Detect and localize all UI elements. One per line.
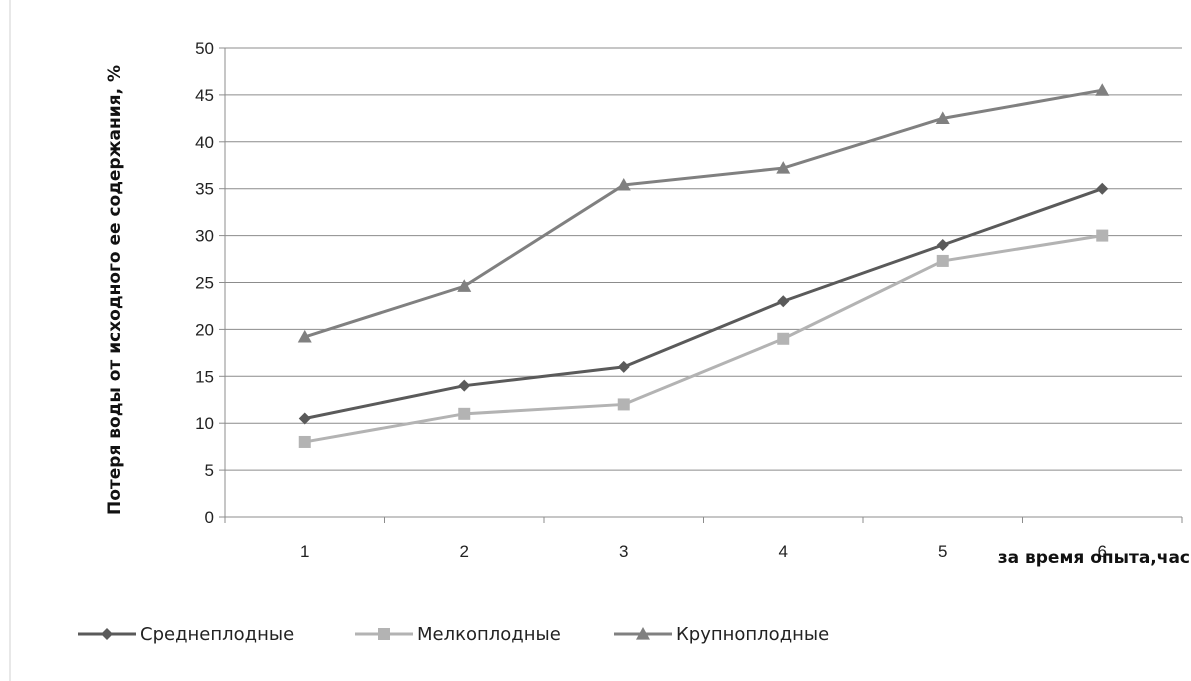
y-tick-label: 25 bbox=[195, 274, 214, 293]
series-line bbox=[304, 88, 1103, 339]
data-point bbox=[617, 360, 630, 373]
data-point bbox=[936, 254, 949, 267]
legend-label: Среднеплодные bbox=[140, 624, 294, 645]
y-tick-label: 45 bbox=[195, 86, 214, 105]
data-point bbox=[617, 398, 630, 411]
data-point bbox=[457, 279, 472, 292]
data-point bbox=[458, 379, 471, 392]
y-tick-label: 50 bbox=[195, 39, 214, 58]
y-tick-label: 10 bbox=[195, 414, 214, 433]
y-tick-label: 40 bbox=[195, 133, 214, 152]
data-point bbox=[777, 295, 790, 308]
y-tick-label: 0 bbox=[205, 508, 214, 527]
x-tick-label: 6 bbox=[1098, 542, 1107, 561]
series-line bbox=[304, 187, 1103, 420]
grid bbox=[225, 47, 1182, 471]
legend-label: Мелкоплодные bbox=[417, 624, 561, 645]
y-tick-label: 15 bbox=[195, 367, 214, 386]
legend-item: Среднеплодные bbox=[78, 624, 294, 645]
data-point bbox=[776, 161, 791, 174]
x-tick-label: 4 bbox=[779, 542, 788, 561]
data-point bbox=[1096, 229, 1109, 242]
data-point bbox=[936, 238, 949, 251]
legend-item: Мелкоплодные bbox=[355, 624, 561, 645]
data-point bbox=[1096, 182, 1109, 195]
x-tick-label: 1 bbox=[300, 542, 309, 561]
x-tick-label: 3 bbox=[619, 542, 628, 561]
legend-marker bbox=[101, 628, 113, 640]
series-line bbox=[304, 234, 1103, 444]
series-3 bbox=[297, 83, 1110, 343]
y-tick-label: 5 bbox=[205, 461, 214, 480]
data-point bbox=[616, 177, 631, 191]
data-point bbox=[297, 329, 312, 343]
data-point bbox=[458, 407, 471, 420]
data-point bbox=[298, 412, 311, 425]
y-tick-label: 20 bbox=[195, 320, 214, 339]
series-1 bbox=[298, 182, 1109, 425]
legend-label: Крупноплодные bbox=[676, 624, 829, 645]
y-axis-title: Потеря воды от исходного ее содержания, … bbox=[105, 65, 125, 515]
y-tick-label: 30 bbox=[195, 227, 214, 246]
data-point bbox=[298, 435, 311, 448]
legend-item: Крупноплодные bbox=[614, 624, 829, 645]
data-point bbox=[777, 332, 790, 345]
y-tick-label: 35 bbox=[195, 180, 214, 199]
legend: Среднеплодные Мелкоплодные Крупноплодные bbox=[78, 624, 829, 645]
x-axis-title: за время опыта,час bbox=[998, 548, 1190, 568]
series-group bbox=[297, 83, 1110, 448]
data-point bbox=[1095, 83, 1110, 96]
data-point bbox=[935, 111, 950, 124]
x-tick-label: 2 bbox=[460, 542, 469, 561]
x-tick-label: 5 bbox=[938, 542, 947, 561]
legend-marker bbox=[636, 627, 650, 640]
series-2 bbox=[298, 229, 1109, 448]
legend-marker bbox=[378, 628, 390, 640]
